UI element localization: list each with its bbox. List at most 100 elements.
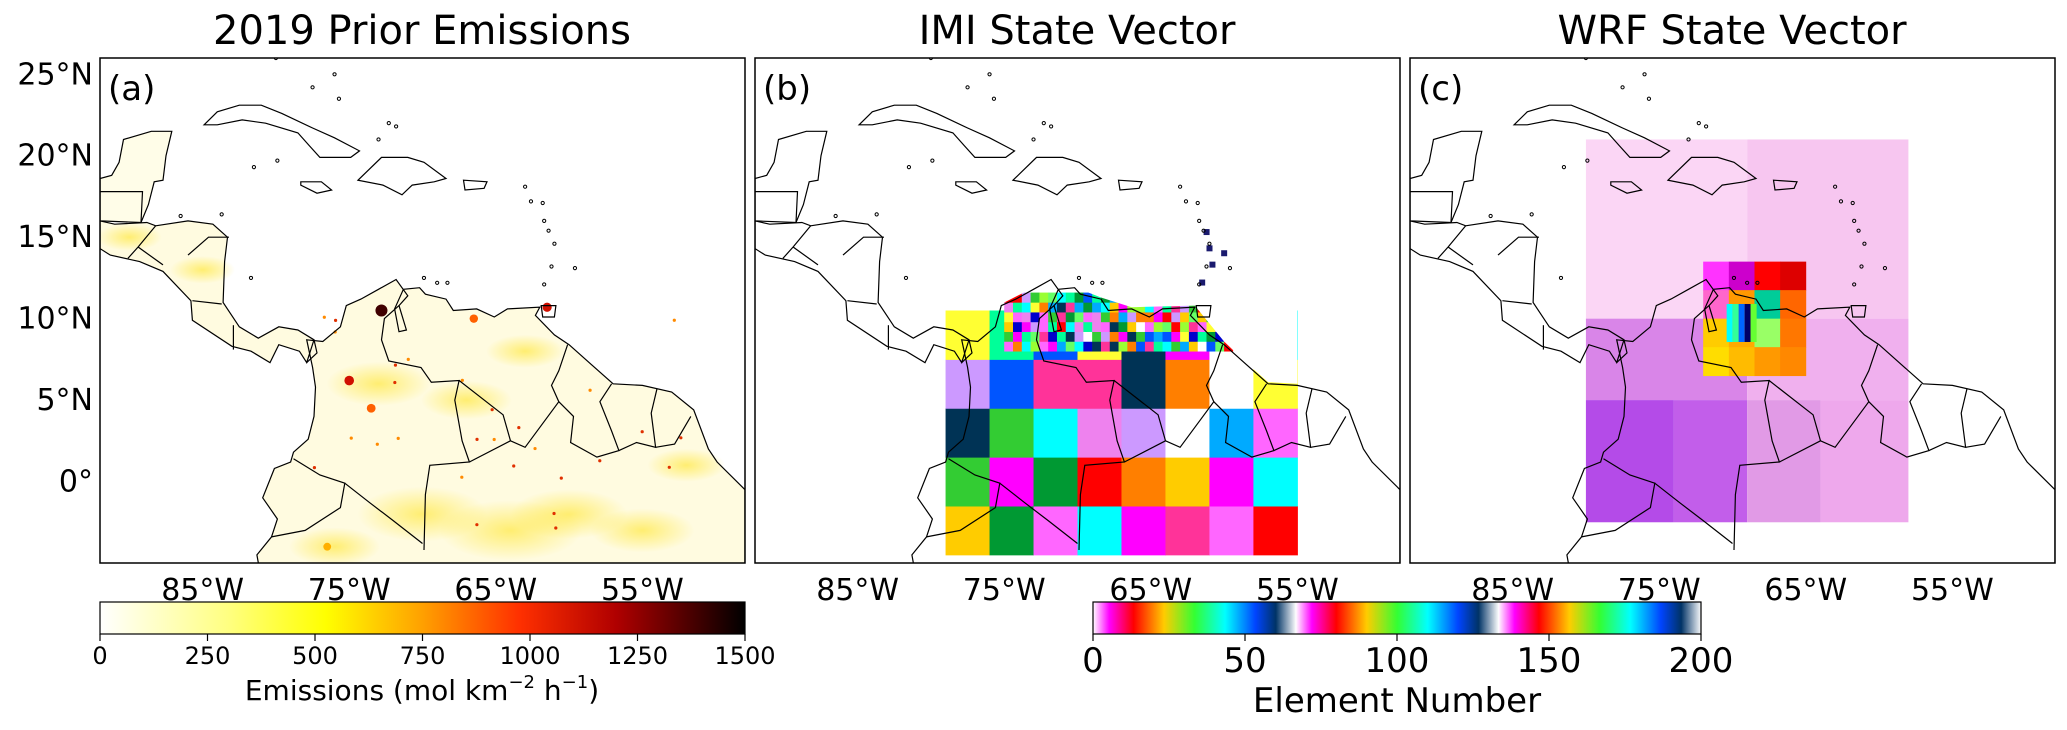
state-vector-cluster	[1253, 505, 1298, 556]
state-vector-element	[1065, 321, 1075, 332]
state-vector-element	[1021, 321, 1031, 332]
wrf-state-element	[1738, 303, 1745, 342]
wrf-state-element	[1780, 290, 1807, 320]
emission-hotspot	[375, 304, 388, 317]
colorbar-emissions-tick: 750	[400, 642, 446, 670]
wrf-state-element	[1728, 347, 1755, 377]
colorbar-element-tick: 50	[1223, 641, 1266, 681]
emission-source	[552, 511, 556, 516]
emission-source	[554, 526, 558, 530]
panel-b-letter: (b)	[763, 69, 811, 109]
emission-source	[533, 446, 537, 451]
state-vector-element	[1206, 341, 1216, 352]
state-vector-element	[1039, 302, 1049, 313]
panel-b-map	[755, 58, 1400, 563]
wrf-state-element	[1744, 303, 1751, 342]
state-vector-element	[1127, 331, 1137, 342]
state-vector-cluster	[945, 457, 991, 507]
state-vector-element	[1048, 292, 1058, 303]
state-vector-element	[1065, 302, 1075, 313]
emission-source	[322, 315, 326, 319]
state-vector-cluster	[1077, 359, 1122, 409]
panel-c-letter: (c)	[1418, 69, 1463, 109]
state-vector-element	[1074, 331, 1084, 342]
emission-source	[512, 464, 516, 468]
wrf-state-element	[1585, 400, 1674, 523]
emission-source	[598, 459, 602, 463]
state-vector-element	[1144, 341, 1155, 352]
state-vector-cluster	[1077, 505, 1122, 556]
state-vector-element	[1136, 321, 1146, 332]
panel-a-frame	[99, 57, 746, 564]
state-vector-element	[1065, 341, 1075, 352]
lat-tick-label: 0°	[59, 465, 93, 500]
panel-a-title: 2019 Prior Emissions	[213, 8, 631, 54]
state-vector-element	[1180, 331, 1190, 342]
state-vector-element	[1083, 312, 1093, 323]
wrf-state-element	[1754, 318, 1781, 348]
state-vector-element	[1127, 312, 1137, 323]
emission-source	[672, 318, 676, 322]
state-vector-element	[1153, 302, 1163, 313]
emission-source	[475, 523, 479, 527]
colorbar-element-number	[1092, 601, 1702, 635]
colorbar-element-tick: 150	[1517, 641, 1582, 681]
state-vector-element	[1171, 312, 1181, 323]
state-vector-element	[1215, 341, 1225, 352]
emission-source	[492, 437, 496, 442]
state-vector-element	[1083, 331, 1093, 342]
state-vector-element	[1039, 341, 1049, 352]
state-vector-element	[1206, 321, 1216, 332]
emission-source	[333, 318, 338, 322]
emission-source	[396, 436, 400, 441]
state-vector-element	[1013, 331, 1023, 342]
emission-hotspot	[366, 403, 376, 413]
state-vector-element	[1144, 302, 1155, 313]
state-vector-element	[1180, 341, 1190, 352]
state-vector-element	[1206, 245, 1213, 252]
state-vector-element	[1030, 302, 1040, 313]
panel-c-map	[1410, 58, 2055, 563]
wrf-state-element	[1780, 318, 1807, 348]
state-vector-cluster	[1033, 408, 1078, 458]
emission-source	[312, 466, 317, 470]
state-vector-element	[1136, 312, 1146, 323]
state-vector-cluster	[945, 408, 991, 458]
state-vector-element	[1153, 341, 1163, 352]
colorbar-emissions-tick: 1000	[499, 642, 560, 670]
state-vector-element	[1048, 331, 1058, 342]
panel-b-frame	[754, 57, 1401, 564]
state-vector-cluster	[1033, 505, 1078, 556]
colorbar-emissions-tick: 1250	[607, 642, 668, 670]
state-vector-element	[1100, 302, 1111, 313]
wrf-state-element	[1754, 261, 1781, 291]
state-vector-element	[1074, 292, 1084, 303]
emission-hotspot	[469, 314, 479, 323]
state-vector-element	[1092, 321, 1102, 332]
emission-source	[490, 408, 494, 412]
state-vector-element	[1109, 341, 1119, 352]
state-vector-element	[1083, 321, 1093, 332]
state-vector-element	[1188, 321, 1199, 332]
wrf-state-element	[1732, 303, 1739, 342]
state-vector-cluster	[1209, 457, 1254, 507]
state-vector-element	[1180, 321, 1190, 332]
state-vector-cluster	[1033, 457, 1078, 507]
state-vector-element	[1092, 331, 1102, 342]
state-vector-element	[1030, 312, 1040, 323]
state-vector-element	[1118, 302, 1128, 313]
state-vector-element	[1209, 261, 1216, 268]
state-vector-element	[1136, 302, 1146, 313]
state-vector-element	[1074, 321, 1084, 332]
state-vector-cluster	[1165, 505, 1210, 556]
state-vector-element	[1030, 292, 1040, 303]
emission-source	[393, 363, 398, 367]
state-vector-element	[1221, 250, 1228, 257]
wrf-state-element	[1703, 347, 1730, 377]
state-vector-element	[1109, 302, 1119, 313]
lon-tick-label: 75°W	[963, 573, 1046, 608]
lat-tick-label: 25°N	[17, 57, 93, 92]
state-vector-element	[1074, 312, 1084, 323]
coastlines	[1410, 58, 2055, 563]
colorbar-emissions-label: Emissions (mol km−2 h−1)	[245, 672, 599, 707]
